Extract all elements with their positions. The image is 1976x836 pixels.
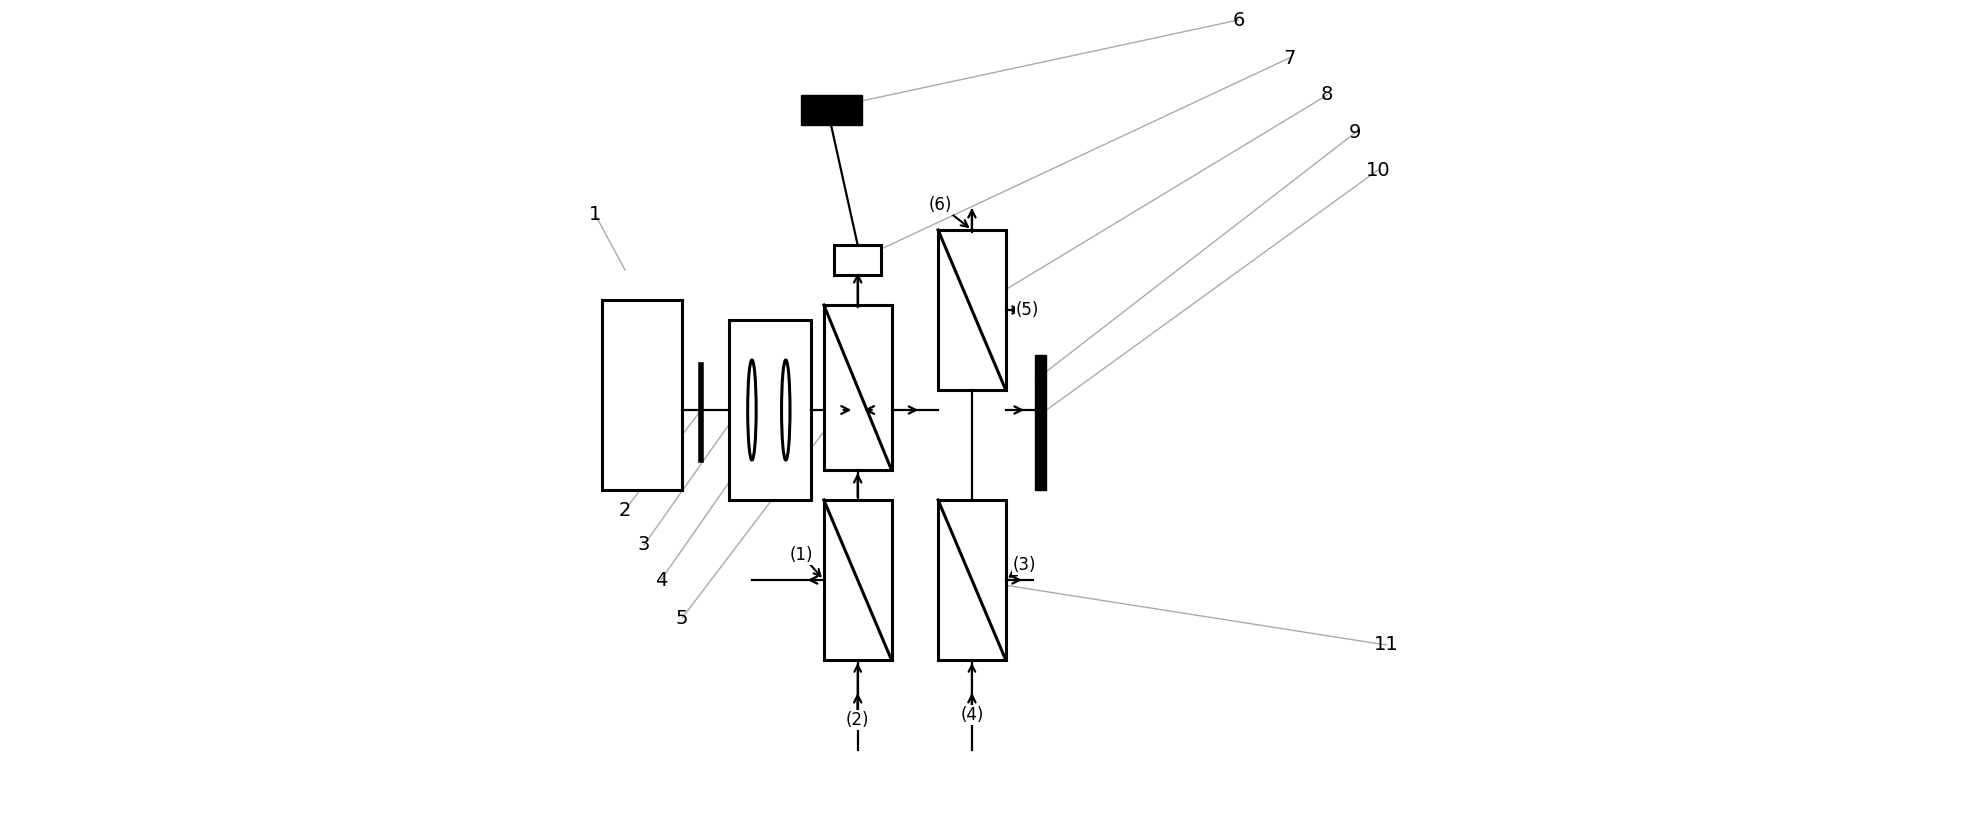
Bar <box>800 95 862 125</box>
Text: 1: 1 <box>589 206 601 225</box>
Text: 7: 7 <box>1282 48 1296 68</box>
Bar <box>824 305 891 470</box>
Text: (3): (3) <box>1014 556 1037 574</box>
Ellipse shape <box>782 360 790 460</box>
Text: 2: 2 <box>618 501 630 519</box>
Text: (6): (6) <box>929 196 952 214</box>
Text: 3: 3 <box>638 536 650 554</box>
Text: 6: 6 <box>1233 11 1245 29</box>
Text: 5: 5 <box>676 609 688 628</box>
Bar <box>834 245 881 275</box>
Bar <box>939 500 1006 660</box>
Text: (4): (4) <box>960 706 984 724</box>
Text: (5): (5) <box>1016 301 1039 319</box>
Text: (1): (1) <box>790 546 814 564</box>
Bar <box>1035 355 1045 490</box>
Text: (2): (2) <box>846 711 869 729</box>
Text: 9: 9 <box>1350 124 1361 142</box>
Text: 4: 4 <box>654 570 668 589</box>
Text: 10: 10 <box>1365 161 1391 180</box>
Text: 8: 8 <box>1322 85 1334 104</box>
Bar <box>603 300 682 490</box>
Bar <box>939 230 1006 390</box>
Ellipse shape <box>747 360 757 460</box>
Bar <box>824 500 891 660</box>
Text: 11: 11 <box>1373 635 1399 655</box>
Bar <box>729 320 812 500</box>
